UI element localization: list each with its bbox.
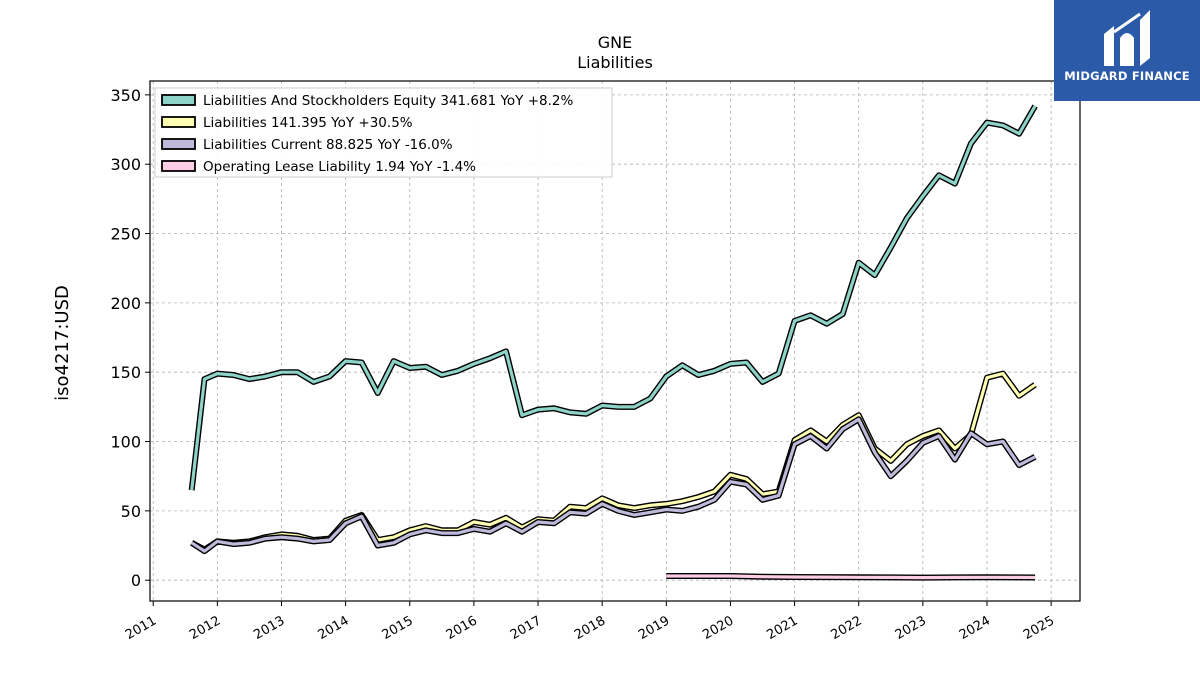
y-tick-label: 0 <box>131 571 141 590</box>
chart-title: GNE <box>598 33 632 52</box>
legend-label: Liabilities Current 88.825 YoY -16.0% <box>203 137 453 153</box>
series-line-liabilities-current <box>190 417 1036 553</box>
x-tick-label: 2016 <box>444 613 480 643</box>
y-tick-label: 50 <box>121 502 141 521</box>
y-tick-label: 150 <box>110 363 141 382</box>
x-tick-label: 2020 <box>700 613 736 643</box>
x-tick-label: 2024 <box>957 613 993 643</box>
logo-text: MIDGARD FINANCE <box>1064 69 1190 83</box>
x-tick-label: 2012 <box>187 613 223 643</box>
x-tick-label: 2014 <box>315 613 351 643</box>
y-tick-label: 200 <box>110 294 141 313</box>
series-line-liabilities-and-stockholders-equity <box>190 105 1037 491</box>
series-line-operating-lease-liability <box>666 574 1036 580</box>
y-axis-label: iso4217:USD <box>52 285 73 401</box>
x-tick-label: 2021 <box>764 613 800 643</box>
x-tick-label: 2011 <box>123 613 159 643</box>
chart-subtitle: Liabilities <box>577 53 653 72</box>
x-tick-label: 2019 <box>636 613 672 643</box>
legend-label: Liabilities 141.395 YoY +30.5% <box>203 115 413 131</box>
series-outline-liabilities-current <box>190 416 1037 555</box>
x-tick-label: 2013 <box>251 613 287 643</box>
x-tick-label: 2022 <box>829 613 865 643</box>
legend-label: Operating Lease Liability 1.94 YoY -1.4% <box>203 159 476 175</box>
legend-label: Liabilities And Stockholders Equity 341.… <box>203 93 573 109</box>
y-tick-label: 250 <box>110 225 141 244</box>
legend-swatch <box>161 138 196 150</box>
x-tick-label: 2023 <box>893 613 929 643</box>
y-tick-label: 350 <box>110 86 141 105</box>
x-tick-label: 2017 <box>508 613 544 643</box>
x-tick-label: 2018 <box>572 613 608 643</box>
legend-swatch <box>161 94 196 106</box>
y-tick-label: 300 <box>110 155 141 174</box>
legend-swatch <box>161 116 196 128</box>
legend: Liabilities And Stockholders Equity 341.… <box>154 87 613 178</box>
x-tick-label: 2025 <box>1021 613 1057 643</box>
legend-swatch <box>161 160 196 172</box>
legend-box <box>154 87 613 178</box>
logo-mark-icon <box>1104 10 1150 66</box>
midgard-finance-logo: MIDGARD FINANCE <box>1054 0 1200 101</box>
series-layer <box>188 104 1038 581</box>
plot-frame <box>149 80 1081 602</box>
x-tick-label: 2015 <box>380 613 416 643</box>
y-tick-label: 100 <box>110 433 141 452</box>
